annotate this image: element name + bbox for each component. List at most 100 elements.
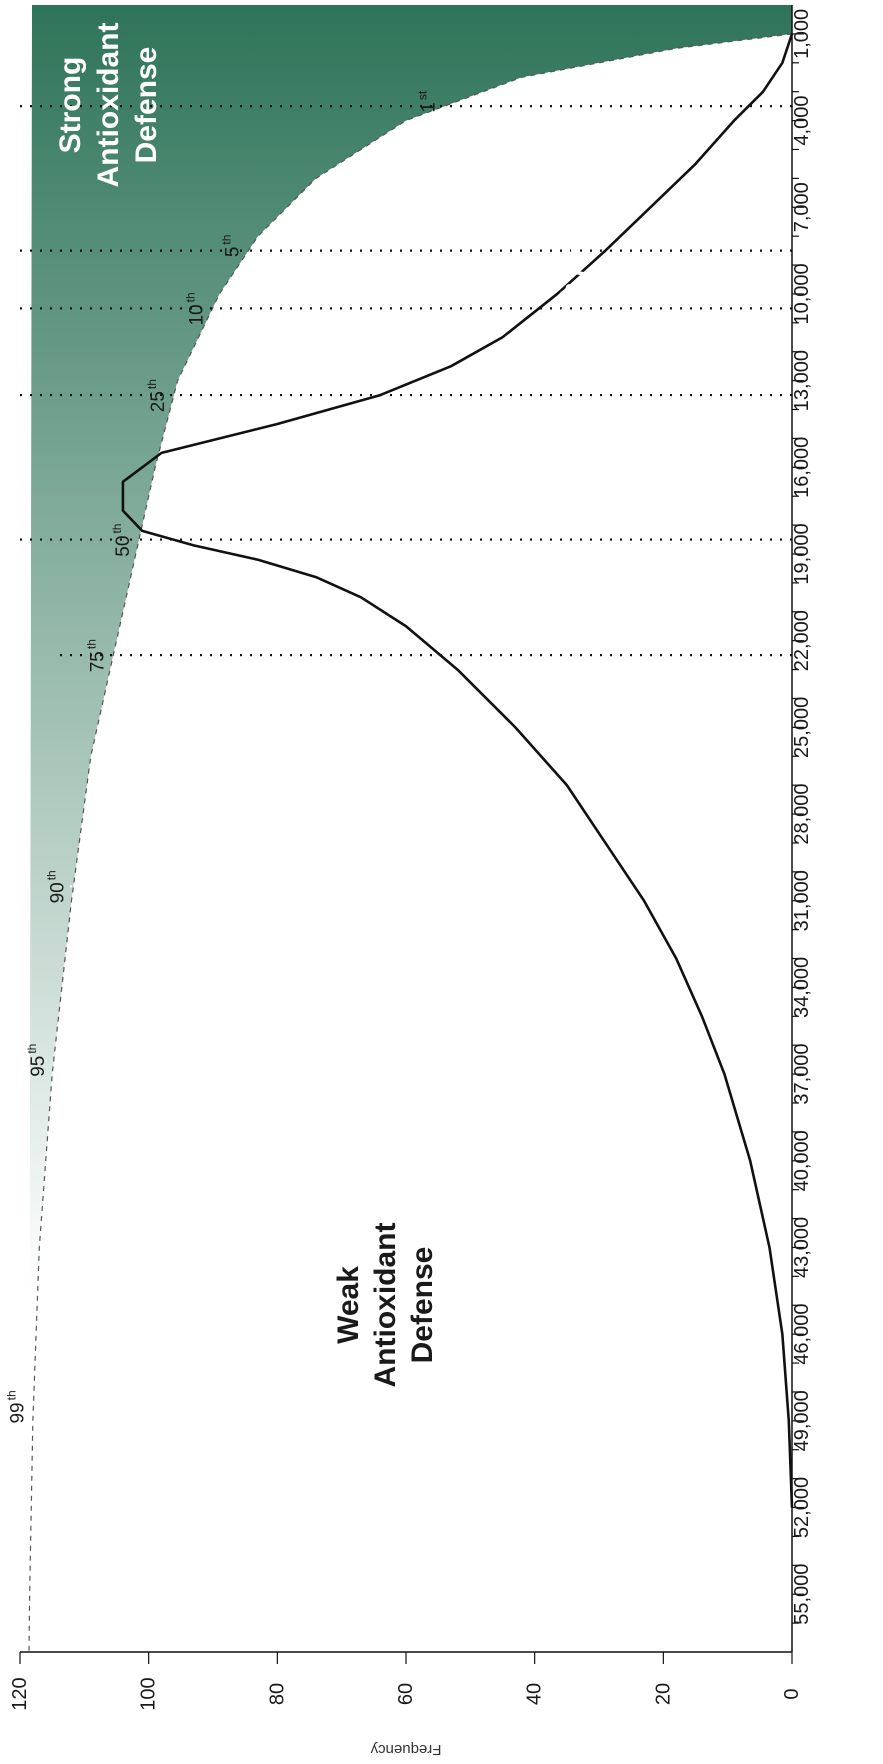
percentile-label-text: 99 <box>7 1402 28 1423</box>
x-tick-label: 37,000 <box>791 1044 813 1105</box>
x-tick-label-text: 31,000 <box>791 870 813 931</box>
strong-region-line: Antioxidant <box>92 23 125 188</box>
weak-region-line-text: Antioxidant <box>369 1223 402 1388</box>
strong-region-line-text: Antioxidant <box>92 23 125 188</box>
x-tick-label: 19,000 <box>791 523 813 584</box>
x-tick-label: 40,000 <box>791 1130 813 1191</box>
percentile-label-sup: th <box>44 870 58 880</box>
percentile-label-5: 5 th <box>219 235 243 258</box>
percentile-label-25: 25 th <box>145 379 169 412</box>
percentile-curve <box>28 33 793 1653</box>
x-tick-label: 31,000 <box>791 870 813 931</box>
weak-region-line: Weak <box>332 1266 365 1344</box>
x-tick-label: 4,000 <box>791 96 813 146</box>
x-tick-label-text: 55,000 <box>791 1564 813 1625</box>
x-tick-label-text: 10,000 <box>791 263 813 324</box>
strong-region-line-text: Defense <box>130 47 163 164</box>
percentile-label-sup: th <box>110 524 124 534</box>
percentile-label-sup: st <box>416 90 430 100</box>
weak-region-line: Antioxidant <box>369 1223 402 1388</box>
x-tick-label: 10,000 <box>791 263 813 324</box>
percentile-label-text: 25 <box>148 391 169 412</box>
x-tick-label: 43,000 <box>791 1217 813 1278</box>
x-tick-label-text: 22,000 <box>791 610 813 671</box>
percentile-label-90: 90 th <box>44 870 68 903</box>
weak-region-label: Weak Antioxidant Defense <box>332 1223 439 1388</box>
distribution-curve <box>121 33 794 1508</box>
y-axis-title-text: Frequency <box>370 1741 441 1758</box>
x-tick-label-text: 46,000 <box>791 1304 813 1365</box>
y-tick-label-text: 20 <box>652 1683 674 1705</box>
x-tick-label: 55,000 <box>791 1564 813 1625</box>
x-tick-label-text: 4,000 <box>791 96 813 146</box>
strong-region-line-text: Strong <box>54 57 87 154</box>
strong-region-line: Defense <box>130 47 163 164</box>
y-tick-label: 0 <box>781 1688 803 1699</box>
x-tick-label: 1,000 <box>791 9 813 59</box>
y-tick-label-text: 120 <box>9 1677 31 1710</box>
x-tick-label: 13,000 <box>791 350 813 411</box>
y-tick-label-text: 0 <box>781 1688 803 1699</box>
x-tick-label: 25,000 <box>791 697 813 758</box>
threshold-note-text: >36,500 = top 5th percentile <box>556 148 586 502</box>
x-tick-label: 34,000 <box>791 957 813 1018</box>
weak-region-line: Defense <box>406 1247 439 1364</box>
percentile-label-text: 75 <box>87 651 108 672</box>
y-tick-label: 80 <box>266 1683 288 1705</box>
x-tick-label-text: 7,000 <box>791 182 813 232</box>
x-tick-label-text: 19,000 <box>791 523 813 584</box>
strong-region-label: Strong Antioxidant Defense <box>54 23 163 188</box>
x-tick-label-text: 49,000 <box>791 1390 813 1451</box>
y-axis-title: Frequency <box>370 1741 441 1758</box>
weak-region-line-text: Defense <box>406 1247 439 1364</box>
x-tick-label: 46,000 <box>791 1304 813 1365</box>
x-tick-label: 52,000 <box>791 1477 813 1538</box>
percentile-label-text: 5 <box>222 247 243 258</box>
percentile-label-sup: th <box>4 1390 18 1400</box>
x-tick-label: 22,000 <box>791 610 813 671</box>
y-tick-label: 100 <box>138 1677 160 1710</box>
x-tick-label-text: 37,000 <box>791 1044 813 1105</box>
gradient-area <box>29 5 793 1652</box>
x-tick-label: 49,000 <box>791 1390 813 1451</box>
x-tick-label-text: 25,000 <box>791 697 813 758</box>
x-tick-label-text: 13,000 <box>791 350 813 411</box>
percentile-label-1: 1 st <box>416 90 440 113</box>
x-tick-label: 28,000 <box>791 783 813 844</box>
y-tick-label-text: 60 <box>395 1683 417 1705</box>
y-tick-label: 40 <box>524 1683 546 1705</box>
percentile-label-text: 1 <box>419 102 440 113</box>
percentile-label-75: 75 th <box>84 639 108 672</box>
x-tick-label-text: 40,000 <box>791 1130 813 1191</box>
percentile-label-10: 10 th <box>183 292 207 325</box>
y-tick-label: 20 <box>652 1683 674 1705</box>
y-tick-label: 60 <box>395 1683 417 1705</box>
percentile-label-sup: th <box>183 292 197 302</box>
y-tick-label-text: 100 <box>138 1677 160 1710</box>
x-tick-label-text: 43,000 <box>791 1217 813 1278</box>
y-tick-label-text: 40 <box>524 1683 546 1705</box>
y-tick-label-text: 80 <box>266 1683 288 1705</box>
x-tick-label-text: 28,000 <box>791 783 813 844</box>
x-tick-label: 7,000 <box>791 182 813 232</box>
x-tick-label: 16,000 <box>791 437 813 498</box>
percentile-label-sup: th <box>145 379 159 389</box>
percentile-label-99: 99 th <box>4 1390 28 1423</box>
x-tick-label-text: 1,000 <box>791 9 813 59</box>
percentile-label-sup: th <box>84 639 98 649</box>
percentile-label-text: 95 <box>28 1056 49 1077</box>
x-tick-label-text: 34,000 <box>791 957 813 1018</box>
percentile-label-text: 90 <box>47 882 68 903</box>
weak-region-line-text: Weak <box>332 1266 365 1344</box>
percentile-label-sup: th <box>25 1044 39 1054</box>
percentile-label-text: 10 <box>186 304 207 325</box>
strong-region-line: Strong <box>54 57 87 154</box>
threshold-note: >36,500 = top 5th percentile <box>556 148 586 502</box>
percentile-label-sup: th <box>219 235 233 245</box>
percentile-label-text: 50 <box>113 536 134 557</box>
percentile-label-50: 50 th <box>110 524 134 557</box>
x-tick-label-text: 52,000 <box>791 1477 813 1538</box>
percentile-label-95: 95 th <box>25 1044 49 1077</box>
